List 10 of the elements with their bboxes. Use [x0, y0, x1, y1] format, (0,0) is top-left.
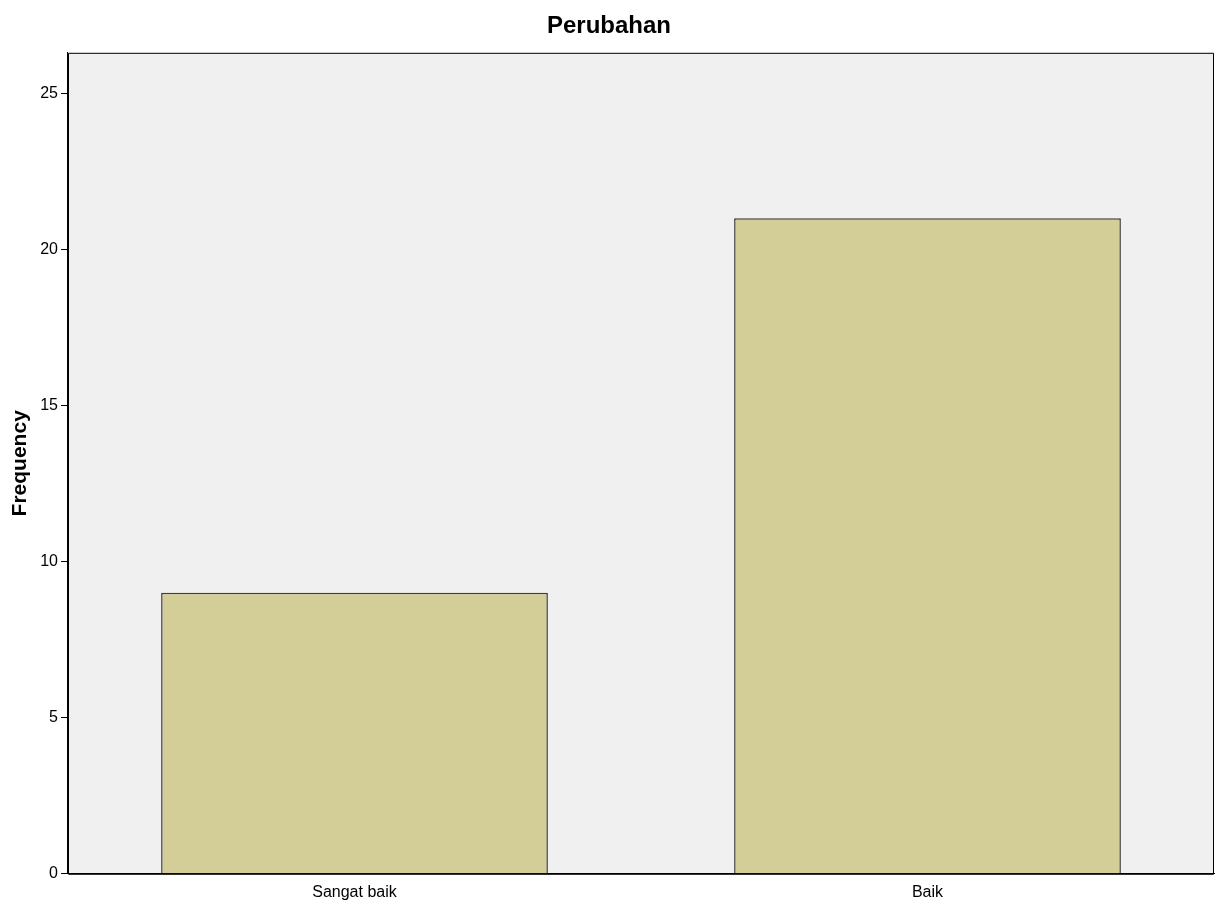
x-tick-label: Baik	[911, 882, 945, 900]
x-tick-label: Sangat baik	[312, 882, 398, 900]
y-axis-title: Frequency	[7, 409, 31, 517]
y-tick-label: 15	[40, 395, 59, 413]
y-tick-label: 0	[49, 864, 59, 882]
y-tick-label: 10	[40, 552, 59, 570]
chart-title: Perubahan	[546, 11, 672, 39]
y-tick-label: 5	[49, 708, 59, 726]
y-tick-label: 20	[40, 239, 59, 257]
y-tick-label: 25	[40, 83, 59, 101]
